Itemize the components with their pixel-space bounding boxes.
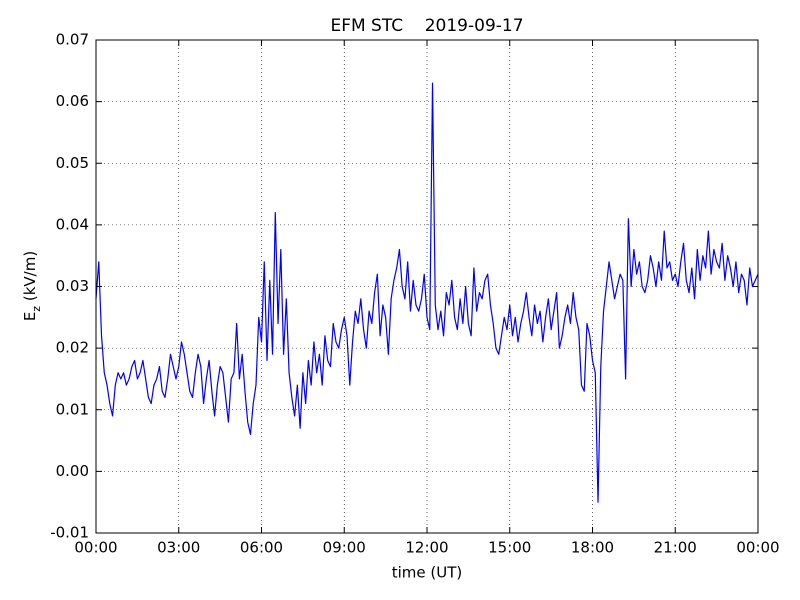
- y-tick-label: 0.05: [56, 154, 89, 172]
- x-tick-label: 18:00: [571, 539, 614, 557]
- y-tick-label: 0.04: [56, 215, 89, 233]
- x-tick-label: 15:00: [488, 539, 531, 557]
- x-axis-label: time (UT): [392, 564, 463, 582]
- x-tick-label: 21:00: [654, 539, 697, 557]
- data-line: [95, 82, 759, 503]
- x-tick-label: 06:00: [240, 539, 283, 557]
- x-tick-label: 12:00: [405, 539, 448, 557]
- y-label-sub: z: [30, 306, 43, 312]
- y-tick-label: 0.01: [56, 400, 89, 418]
- y-label-rest: (kV/m): [21, 251, 39, 306]
- y-label-base: E: [21, 312, 39, 321]
- x-tick-label: 00:00: [74, 539, 117, 557]
- chart-title: EFM STC 2019-09-17: [330, 16, 523, 36]
- y-tick-label: 0.00: [56, 462, 89, 480]
- y-tick-label: 0.02: [56, 339, 89, 357]
- y-axis-label: Ez (kV/m): [21, 251, 43, 321]
- x-tick-label: 03:00: [157, 539, 200, 557]
- y-tick-label: -0.01: [50, 524, 89, 542]
- x-tick-label: 00:00: [736, 539, 779, 557]
- y-tick-label: 0.06: [56, 92, 89, 110]
- plot-frame: [95, 39, 759, 534]
- y-tick-label: 0.03: [56, 277, 89, 295]
- x-tick-label: 09:00: [323, 539, 366, 557]
- y-tick-label: 0.07: [56, 31, 89, 49]
